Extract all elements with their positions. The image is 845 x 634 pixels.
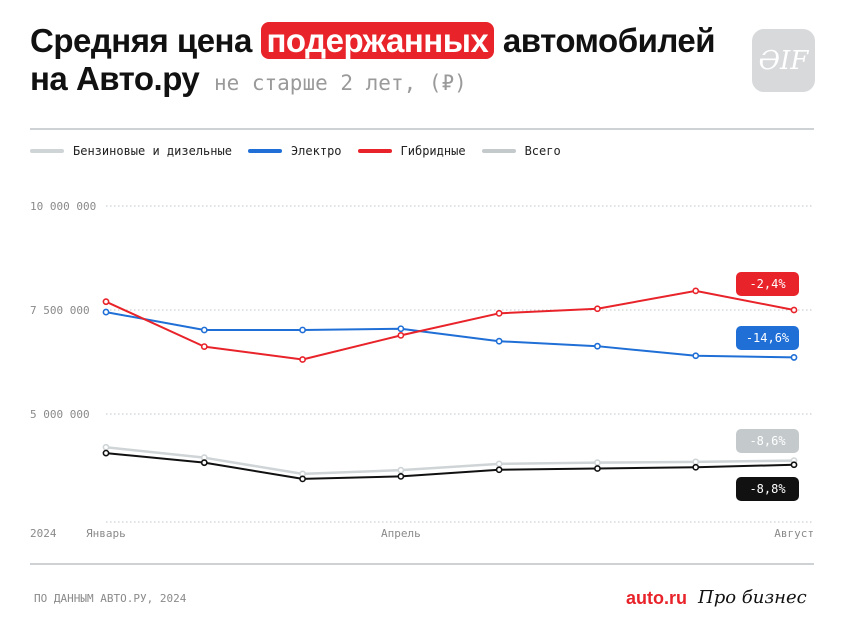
data-point xyxy=(397,472,405,480)
y-tick-label: 5 000 000 xyxy=(30,408,90,421)
series-line xyxy=(105,452,795,480)
data-point xyxy=(594,465,601,472)
bottom-divider xyxy=(30,563,814,565)
data-point xyxy=(102,443,110,451)
series-line xyxy=(105,289,795,361)
data-point xyxy=(692,352,700,360)
title-highlight: подержанных xyxy=(260,22,495,59)
legend-label-electric: Электро xyxy=(290,144,342,158)
legend-item-total: Всего xyxy=(481,144,561,158)
legend-item-electric: Электро xyxy=(247,144,342,158)
data-point xyxy=(200,343,208,351)
data-point xyxy=(790,354,798,361)
legend-label-hybrid: Гибридные xyxy=(400,144,466,158)
data-point xyxy=(594,305,601,313)
source-note: ПО ДАННЫМ АВТО.РУ, 2024 xyxy=(34,592,187,605)
data-point xyxy=(495,466,503,474)
title-part1: Средняя цена xyxy=(30,22,252,59)
year-label: 2024 xyxy=(30,527,57,540)
legend-item-hybrid: Гибридные xyxy=(357,144,466,158)
data-point xyxy=(299,356,306,363)
x-tick-label: Январь xyxy=(86,527,126,540)
legend-label-gas-diesel: Бензиновые и дизельные xyxy=(73,144,232,158)
title-part2: автомобилей xyxy=(502,22,716,59)
top-divider xyxy=(30,128,814,130)
legend-swatch-gas-diesel xyxy=(30,149,64,153)
chart-legend: Бензиновые и дизельные Электро Гибридные… xyxy=(30,144,561,158)
chart-title: Средняя цена подержанных автомобилей на … xyxy=(30,22,716,102)
data-point xyxy=(790,461,798,469)
legend-item-gas-diesel: Бензиновые и дизельные xyxy=(30,144,232,158)
title-line2: на Авто.ру xyxy=(30,60,200,97)
data-point xyxy=(495,460,503,468)
x-tick-label: Апрель xyxy=(381,527,421,540)
legend-swatch-hybrid xyxy=(357,149,392,153)
data-point xyxy=(790,306,798,314)
legend-swatch-total xyxy=(481,149,516,153)
data-point xyxy=(495,337,503,345)
data-point xyxy=(397,325,405,333)
aif-logo-icon: ƏIF xyxy=(752,29,815,92)
legend-swatch-electric xyxy=(247,149,282,153)
y-tick-label: 10 000 000 xyxy=(30,200,96,213)
data-point xyxy=(692,463,700,471)
data-point xyxy=(102,308,110,316)
data-point xyxy=(102,449,110,457)
series-line xyxy=(105,446,795,476)
autoru-logo: auto.ru xyxy=(626,588,687,608)
data-point xyxy=(397,466,405,474)
legend-label-total: Всего xyxy=(524,144,561,158)
change-badge-electric: -14,6% xyxy=(736,326,799,350)
data-point xyxy=(692,458,700,466)
probusiness-logo: Про бизнес xyxy=(698,587,807,608)
change-badge-hybrid: -2,4% xyxy=(736,272,799,296)
x-tick-label: Август xyxy=(774,527,814,540)
data-point xyxy=(594,459,601,467)
data-point xyxy=(299,475,306,483)
data-point xyxy=(397,331,405,339)
data-point xyxy=(594,342,601,350)
data-point xyxy=(200,459,208,467)
chart-subtitle: не старше 2 лет, (₽) xyxy=(213,71,467,95)
series-line xyxy=(105,311,795,359)
data-point xyxy=(102,298,110,306)
data-point xyxy=(692,287,700,295)
data-point xyxy=(299,326,306,334)
change-badge-gray: -8,6% xyxy=(736,429,799,453)
data-point xyxy=(200,326,208,334)
data-point xyxy=(495,309,503,317)
change-badge-total: -8,8% xyxy=(736,477,799,501)
y-tick-label: 7 500 000 xyxy=(30,304,90,317)
